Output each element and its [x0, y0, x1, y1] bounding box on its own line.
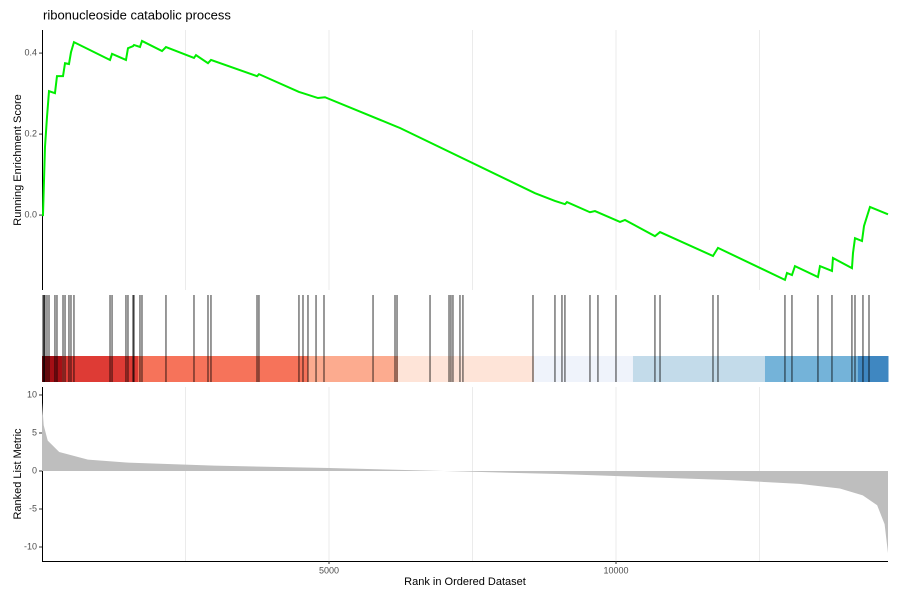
metric-area [42, 402, 888, 554]
rank-band [307, 356, 399, 382]
y-tick-label: 0.0 [24, 209, 37, 219]
chart-title: ribonucleoside catabolic process [43, 7, 231, 22]
y-axis-title: Running Enrichment Score [12, 94, 24, 225]
x-axis-title: Rank in Ordered Dataset [404, 576, 526, 588]
y-axis-title: Ranked List Metric [12, 428, 24, 520]
rank-band [137, 356, 309, 382]
x-tick-label: 5000 [319, 565, 339, 575]
rank-band [61, 356, 139, 382]
y-tick-label: 0.4 [24, 47, 37, 57]
y-tick-label: -5 [29, 503, 37, 513]
es-line [41, 39, 889, 282]
x-tick-label: 10000 [603, 565, 628, 575]
rank-band [533, 356, 634, 382]
rank-band [857, 356, 889, 382]
rank-band [397, 356, 535, 382]
rank-band [764, 356, 859, 382]
y-tick-label: 10 [27, 389, 37, 399]
y-tick-label: 0.2 [24, 128, 37, 138]
y-tick-label: 5 [32, 427, 37, 437]
rank-band [632, 356, 766, 382]
y-tick-label: 0 [32, 465, 37, 475]
y-tick-label: -10 [24, 541, 37, 551]
